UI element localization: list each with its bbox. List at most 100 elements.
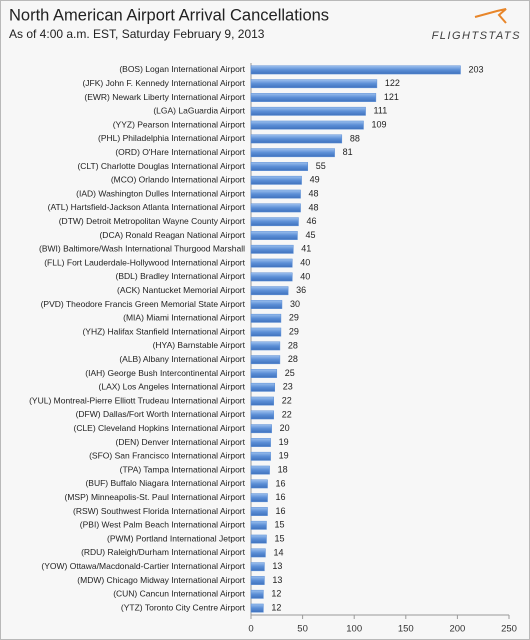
- data-label: 48: [309, 188, 319, 198]
- bar: [250, 507, 268, 516]
- bar: [250, 548, 266, 558]
- bar: [250, 120, 364, 130]
- y-tick-label: (YUL) Montreal-Pierre Elliott Trudeau In…: [29, 395, 246, 405]
- y-tick-label: (MSP) Minneapolis-St. Paul International…: [65, 492, 246, 502]
- data-label: 18: [278, 464, 288, 474]
- data-label: 46: [306, 216, 316, 226]
- data-label: 88: [350, 133, 360, 143]
- data-label: 22: [282, 395, 292, 405]
- x-tick-label: 200: [449, 624, 465, 635]
- y-tick-label: (ATL) Hartsfield-Jackson Atlanta Interna…: [48, 202, 246, 212]
- bar: [250, 493, 268, 503]
- y-tick-label: (RDU) Raleigh/Durham International Airpo…: [81, 547, 246, 557]
- logo-swoosh: [474, 8, 507, 24]
- y-tick-label: (YTZ) Toronto City Centre Airport: [121, 602, 246, 612]
- bar: [250, 369, 278, 378]
- y-tick-label: (PVD) Theodore Francis Green Memorial St…: [41, 299, 246, 309]
- y-tick-label: (LGA) LaGuardia Airport: [153, 106, 245, 116]
- data-label: 13: [272, 575, 282, 585]
- data-label: 29: [289, 313, 299, 323]
- y-tick-label: (DCA) Ronald Reagan National Airport: [99, 230, 245, 240]
- data-label: 12: [271, 602, 281, 612]
- data-label: 14: [273, 547, 283, 557]
- y-tick-label: (BDL) Bradley International Airport: [116, 271, 246, 281]
- y-tick-label: (IAH) George Bush Intercontinental Airpo…: [85, 368, 245, 378]
- bar: [250, 175, 302, 185]
- bar: [250, 244, 294, 254]
- bar: [250, 93, 377, 102]
- chart-title: North American Airport Arrival Cancellat…: [9, 6, 329, 24]
- bar: [250, 189, 301, 199]
- data-label: 49: [310, 175, 320, 185]
- bar: [250, 355, 281, 365]
- x-tick-label: 250: [501, 624, 517, 635]
- data-label: 40: [300, 257, 310, 267]
- data-label: 19: [279, 437, 289, 447]
- y-tick-label: (MDW) Chicago Midway International Airpo…: [77, 575, 245, 585]
- data-label: 121: [384, 92, 399, 102]
- bar: [250, 300, 283, 309]
- data-label: 36: [296, 285, 306, 295]
- logo: FLIGHTSTATS: [432, 30, 521, 42]
- bar: [250, 79, 378, 89]
- y-tick-label: (YOW) Ottawa/Macdonald-Cartier Internati…: [41, 561, 245, 571]
- bar: [250, 534, 267, 544]
- data-label: 25: [285, 368, 295, 378]
- y-tick-label: (BUF) Buffalo Niagara International Airp…: [85, 478, 245, 488]
- data-label: 55: [316, 161, 326, 171]
- y-tick-label: (MIA) Miami International Airport: [123, 313, 246, 323]
- data-label: 22: [282, 409, 292, 419]
- data-label: 122: [385, 78, 400, 88]
- y-tick-label: (YHZ) Halifax Stanfield International Ai…: [82, 326, 245, 336]
- bar: [250, 65, 461, 75]
- y-tick-label: (DTW) Detroit Metropolitan Wayne County …: [59, 216, 246, 226]
- y-tick-label: (MCO) Orlando International Airport: [111, 175, 246, 185]
- bar: [250, 327, 282, 337]
- bar: [250, 465, 270, 475]
- x-tick-label: 100: [346, 624, 362, 635]
- bar: [250, 313, 282, 323]
- y-tick-label: (CLE) Cleveland Hopkins International Ai…: [73, 423, 245, 433]
- bar: [250, 134, 343, 144]
- data-label: 16: [276, 492, 286, 502]
- bar: [250, 162, 309, 171]
- y-tick-label: (PBI) West Palm Beach International Airp…: [80, 520, 246, 530]
- y-tick-label: (YYZ) Pearson International Airport: [113, 119, 246, 129]
- data-label: 109: [371, 119, 386, 129]
- bar: [250, 562, 265, 572]
- y-tick-label: (ALB) Albany International Airport: [119, 354, 245, 364]
- data-label: 40: [300, 271, 310, 281]
- data-label: 30: [290, 299, 300, 309]
- y-tick-label: (LAX) Los Angeles International Airport: [99, 382, 246, 392]
- bar: [250, 148, 335, 158]
- x-tick-label: 0: [248, 624, 253, 635]
- data-label: 15: [274, 533, 284, 543]
- y-tick-label: (JFK) John F. Kennedy International Airp…: [82, 78, 245, 88]
- data-label: 20: [280, 423, 290, 433]
- y-tick-label: (BOS) Logan International Airport: [119, 64, 245, 74]
- bar: [250, 106, 366, 116]
- chart-subtitle: As of 4:00 a.m. EST, Saturday February 9…: [9, 27, 265, 41]
- bar: [250, 272, 293, 282]
- bar: [250, 258, 293, 268]
- y-tick-label: (CUN) Cancun International Airport: [113, 589, 245, 599]
- data-label: 28: [288, 340, 298, 350]
- data-label: 203: [468, 64, 483, 74]
- y-tick-label: (ACK) Nantucket Memorial Airport: [117, 285, 246, 295]
- bar: [250, 231, 298, 240]
- data-label: 23: [283, 382, 293, 392]
- bar: [250, 396, 274, 406]
- y-tick-label: (DEN) Denver International Airport: [116, 437, 246, 447]
- y-tick-label: (RSW) Southwest Florida International Ai…: [73, 506, 246, 516]
- data-label: 19: [279, 451, 289, 461]
- data-label: 16: [276, 478, 286, 488]
- bar: [250, 479, 268, 489]
- bar: [250, 203, 301, 213]
- y-tick-label: (PWM) Portland International Jetport: [107, 533, 246, 543]
- bar: [250, 424, 272, 434]
- data-label: 81: [343, 147, 353, 157]
- data-label: 28: [288, 354, 298, 364]
- y-tick-label: (EWR) Newark Liberty International Airpo…: [84, 92, 245, 102]
- bar: [250, 589, 264, 599]
